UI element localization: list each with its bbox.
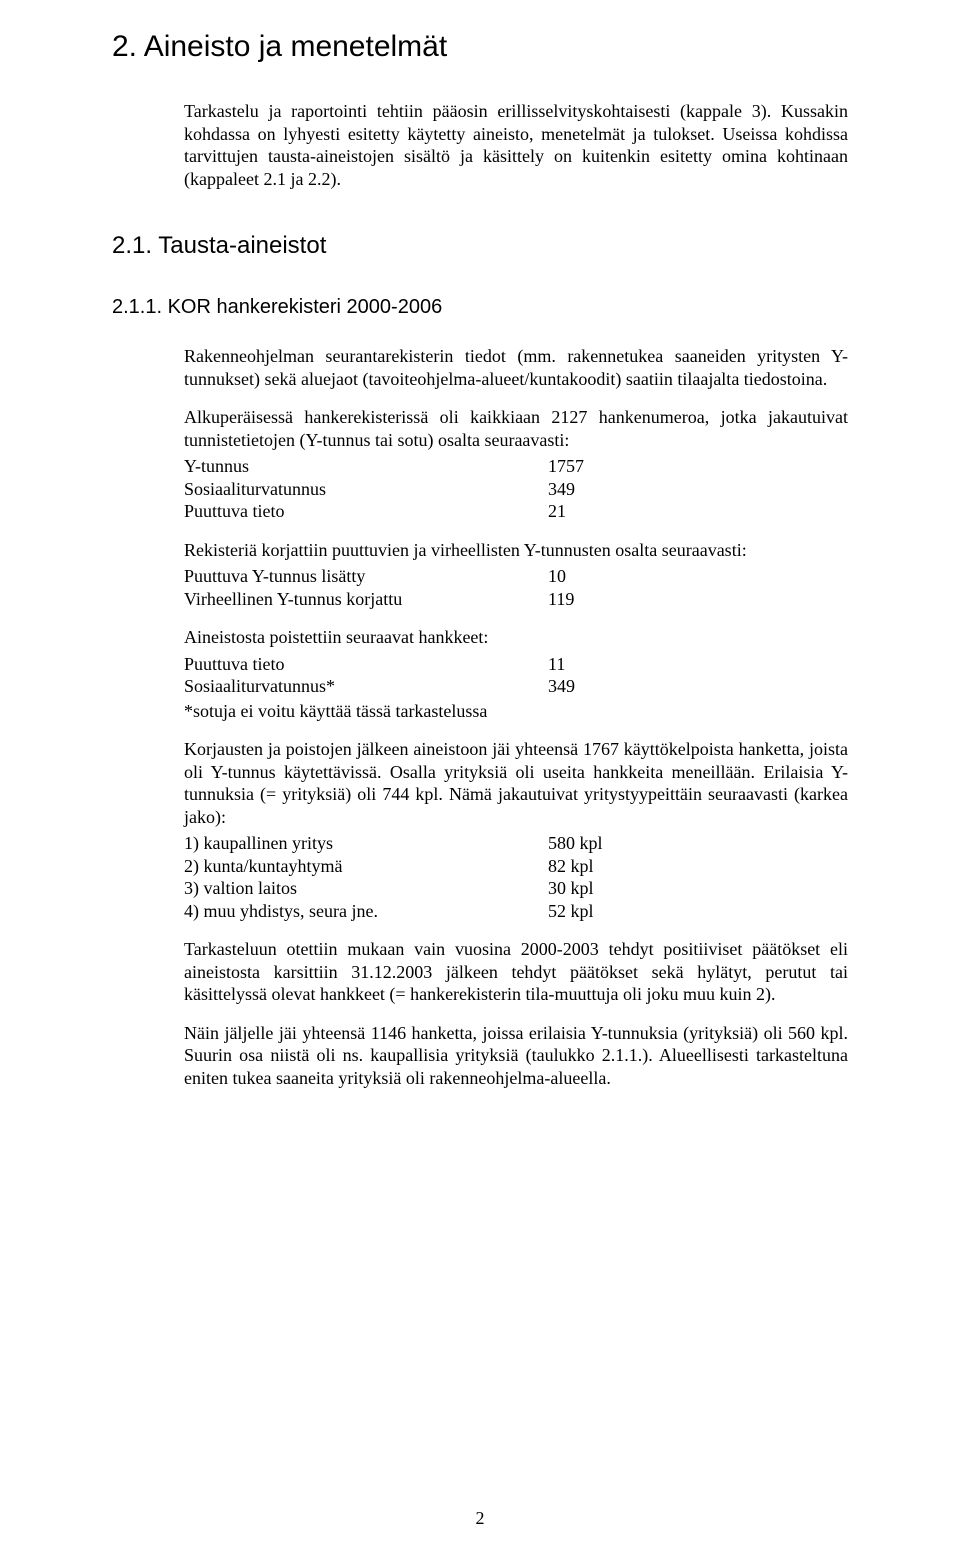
row-value: 30 kpl: [408, 877, 848, 900]
row-label: Virheellinen Y-tunnus korjattu: [184, 588, 408, 611]
row-label: Puuttuva tieto: [184, 653, 408, 676]
row-value: 11: [408, 653, 848, 676]
table-row: Puuttuva tieto 21: [184, 500, 848, 523]
document-page: 2. Aineisto ja menetelmät Tarkastelu ja …: [0, 0, 960, 1557]
heading-subsub: 2.1.1. KOR hankerekisteri 2000-2006: [112, 296, 848, 319]
heading-main: 2. Aineisto ja menetelmät: [112, 30, 848, 64]
row-label: Puuttuva Y-tunnus lisätty: [184, 565, 408, 588]
row-label: 4) muu yhdistys, seura jne.: [184, 900, 408, 923]
table-row: Sosiaaliturvatunnus* 349: [184, 675, 848, 698]
table-row: 2) kunta/kuntayhtymä 82 kpl: [184, 855, 848, 878]
row-label: Sosiaaliturvatunnus*: [184, 675, 408, 698]
table-korjaukset: Puuttuva Y-tunnus lisätty 10 Virheelline…: [184, 565, 848, 610]
body-p2: Alkuperäisessä hankerekisterissä oli kai…: [184, 406, 848, 451]
body-block: Rakenneohjelman seurantarekisterin tiedo…: [184, 345, 848, 1089]
table-tunnistetiedot: Y-tunnus 1757 Sosiaaliturvatunnus 349 Pu…: [184, 455, 848, 523]
body-p6: Tarkasteluun otettiin mukaan vain vuosin…: [184, 938, 848, 1006]
row-value: 349: [408, 675, 848, 698]
body-p4: Aineistosta poistettiin seuraavat hankke…: [184, 626, 848, 649]
table-row: Y-tunnus 1757: [184, 455, 848, 478]
row-label: 1) kaupallinen yritys: [184, 832, 408, 855]
heading-sub: 2.1. Tausta-aineistot: [112, 232, 848, 260]
row-value: 10: [408, 565, 848, 588]
row-label: Y-tunnus: [184, 455, 408, 478]
table-row: 4) muu yhdistys, seura jne. 52 kpl: [184, 900, 848, 923]
body-p3: Rekisteriä korjattiin puuttuvien ja virh…: [184, 539, 848, 562]
body-p5: Korjausten ja poistojen jälkeen aineisto…: [184, 738, 848, 828]
table-poistot: Puuttuva tieto 11 Sosiaaliturvatunnus* 3…: [184, 653, 848, 698]
table-yritystyypit: 1) kaupallinen yritys 580 kpl 2) kunta/k…: [184, 832, 848, 922]
row-label: 2) kunta/kuntayhtymä: [184, 855, 408, 878]
page-number: 2: [0, 1508, 960, 1529]
row-value: 580 kpl: [408, 832, 848, 855]
footnote-line: *sotuja ei voitu käyttää tässä tarkastel…: [184, 700, 848, 723]
row-value: 349: [408, 478, 848, 501]
row-value: 21: [408, 500, 848, 523]
row-label: Sosiaaliturvatunnus: [184, 478, 408, 501]
table-row: Puuttuva tieto 11: [184, 653, 848, 676]
row-value: 52 kpl: [408, 900, 848, 923]
body-p7: Näin jäljelle jäi yhteensä 1146 hanketta…: [184, 1022, 848, 1090]
row-label: Puuttuva tieto: [184, 500, 408, 523]
row-value: 119: [408, 588, 848, 611]
intro-block: Tarkastelu ja raportointi tehtiin pääosi…: [184, 100, 848, 190]
table-row: Puuttuva Y-tunnus lisätty 10: [184, 565, 848, 588]
body-p1: Rakenneohjelman seurantarekisterin tiedo…: [184, 345, 848, 390]
table-row: Virheellinen Y-tunnus korjattu 119: [184, 588, 848, 611]
row-label: 3) valtion laitos: [184, 877, 408, 900]
table-row: 3) valtion laitos 30 kpl: [184, 877, 848, 900]
row-value: 1757: [408, 455, 848, 478]
table-row: Sosiaaliturvatunnus 349: [184, 478, 848, 501]
row-value: 82 kpl: [408, 855, 848, 878]
intro-paragraph: Tarkastelu ja raportointi tehtiin pääosi…: [184, 100, 848, 190]
table-row: 1) kaupallinen yritys 580 kpl: [184, 832, 848, 855]
